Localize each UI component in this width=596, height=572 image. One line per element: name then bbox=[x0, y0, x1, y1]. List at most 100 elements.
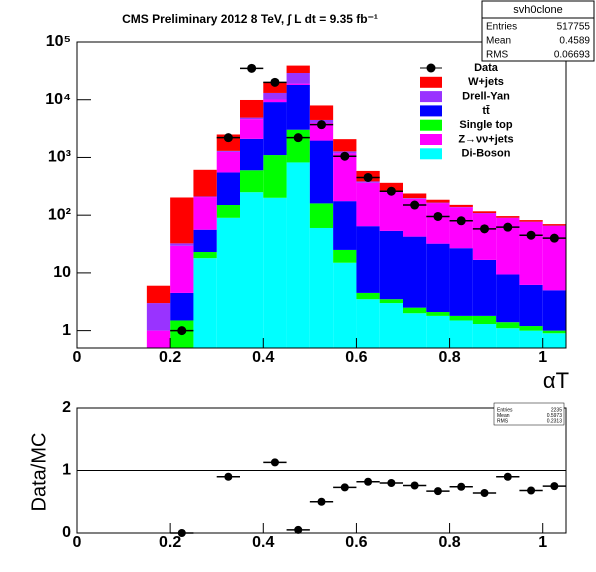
data-point bbox=[433, 211, 443, 221]
bar-segment bbox=[496, 328, 520, 348]
bar-segment bbox=[426, 199, 450, 203]
bar-segment bbox=[263, 102, 287, 156]
stats-value: 2235 bbox=[551, 407, 562, 413]
bar-segment bbox=[193, 258, 217, 348]
data-point bbox=[364, 477, 373, 486]
x-axis-label: αT bbox=[543, 368, 569, 393]
bar-segment bbox=[379, 303, 403, 348]
x-tick-label: 0.2 bbox=[159, 349, 181, 366]
bar-segment bbox=[216, 151, 240, 173]
bar-segment bbox=[426, 315, 450, 348]
bar-segment bbox=[333, 201, 357, 250]
bar-segment bbox=[449, 320, 473, 348]
bar-segment bbox=[496, 217, 520, 275]
bar-segment bbox=[449, 248, 473, 316]
stats-key: Mean bbox=[497, 413, 510, 419]
data-point bbox=[177, 326, 187, 336]
bar-segment bbox=[240, 170, 264, 193]
bar-segment bbox=[496, 274, 520, 323]
bar-segment bbox=[472, 259, 497, 316]
bar-segment bbox=[333, 262, 357, 348]
bar-segment bbox=[170, 197, 194, 244]
bar-segment bbox=[216, 205, 240, 218]
stats-value: 0.2313 bbox=[547, 418, 563, 424]
bar-segment bbox=[379, 191, 403, 231]
bar-segment bbox=[542, 225, 566, 291]
bar-segment bbox=[472, 315, 497, 325]
legend-swatch bbox=[420, 134, 442, 145]
chart-title: CMS Preliminary 2012 8 TeV, ∫ L dt = 9.3… bbox=[122, 12, 378, 26]
stats-key: Mean bbox=[486, 36, 511, 47]
stats-key: RMS bbox=[486, 50, 509, 61]
bar-segment bbox=[403, 198, 427, 199]
data-point bbox=[550, 482, 559, 491]
frame bbox=[76, 41, 567, 349]
bar-segment bbox=[286, 162, 310, 348]
bar-segment bbox=[449, 207, 473, 249]
bar-segment bbox=[403, 307, 427, 314]
bar-segment bbox=[216, 217, 240, 348]
bar-segment bbox=[240, 99, 264, 118]
bar-segment bbox=[216, 172, 240, 206]
bar-segment bbox=[193, 252, 217, 259]
stats-key: Entries bbox=[497, 407, 513, 413]
bar-segment bbox=[472, 211, 497, 214]
data-point bbox=[480, 489, 489, 497]
data-point bbox=[363, 172, 373, 182]
data-point bbox=[503, 472, 512, 481]
data-point bbox=[270, 77, 280, 87]
x-tick-label: 0.2 bbox=[159, 534, 181, 551]
legend-swatch bbox=[420, 105, 442, 117]
bar-segment bbox=[170, 245, 194, 293]
legend-label: Di-Boson bbox=[462, 148, 511, 160]
stats-value: 0.5973 bbox=[547, 413, 563, 419]
bar-segment bbox=[356, 182, 380, 227]
stats-title: svh0clone bbox=[513, 4, 563, 16]
x-tick-label: 0 bbox=[73, 349, 82, 366]
data-point bbox=[247, 63, 257, 73]
bar-segment bbox=[193, 196, 217, 198]
legend-swatch bbox=[420, 91, 442, 103]
bar-segment bbox=[496, 216, 520, 218]
data-point bbox=[549, 233, 559, 243]
y-axis-label: Data/MC bbox=[28, 433, 50, 512]
data-point bbox=[456, 216, 466, 226]
data-point bbox=[317, 497, 326, 506]
x-tick-label: 0.6 bbox=[345, 534, 367, 551]
bar-segment bbox=[356, 292, 380, 300]
bar-segment bbox=[193, 229, 217, 253]
x-tick-label: 0.4 bbox=[252, 534, 274, 551]
bar-segment bbox=[170, 243, 194, 246]
data-point bbox=[223, 133, 233, 143]
data-point bbox=[224, 472, 233, 481]
bar-segment bbox=[309, 122, 334, 141]
bar-segment bbox=[333, 139, 357, 152]
bar-segment bbox=[309, 140, 334, 204]
bar-segment bbox=[193, 197, 217, 230]
bar-segment bbox=[449, 315, 473, 321]
data-point bbox=[340, 151, 350, 161]
data-point bbox=[294, 525, 303, 534]
bar-segment bbox=[263, 155, 287, 198]
bar-segment bbox=[286, 73, 310, 84]
data-point bbox=[410, 481, 419, 490]
bar-segment bbox=[356, 181, 380, 183]
bar-segment bbox=[286, 65, 310, 74]
bar-segment bbox=[263, 92, 287, 100]
bar-segment bbox=[426, 243, 450, 313]
bar-segment bbox=[542, 330, 566, 334]
data-point bbox=[527, 486, 536, 495]
bar-segment bbox=[356, 226, 380, 293]
data-point bbox=[457, 482, 466, 491]
bar-segment bbox=[519, 220, 543, 222]
data-point bbox=[480, 224, 489, 234]
data-point bbox=[503, 222, 513, 232]
legend-label: Data bbox=[474, 62, 499, 74]
x-tick-label: 0.8 bbox=[438, 534, 460, 551]
y-tick-label: 2 bbox=[62, 399, 71, 416]
legend-label: tt̄ bbox=[482, 105, 490, 117]
bar-segment bbox=[309, 203, 334, 228]
bar-segment bbox=[542, 290, 566, 331]
x-tick-label: 0.4 bbox=[252, 349, 274, 366]
